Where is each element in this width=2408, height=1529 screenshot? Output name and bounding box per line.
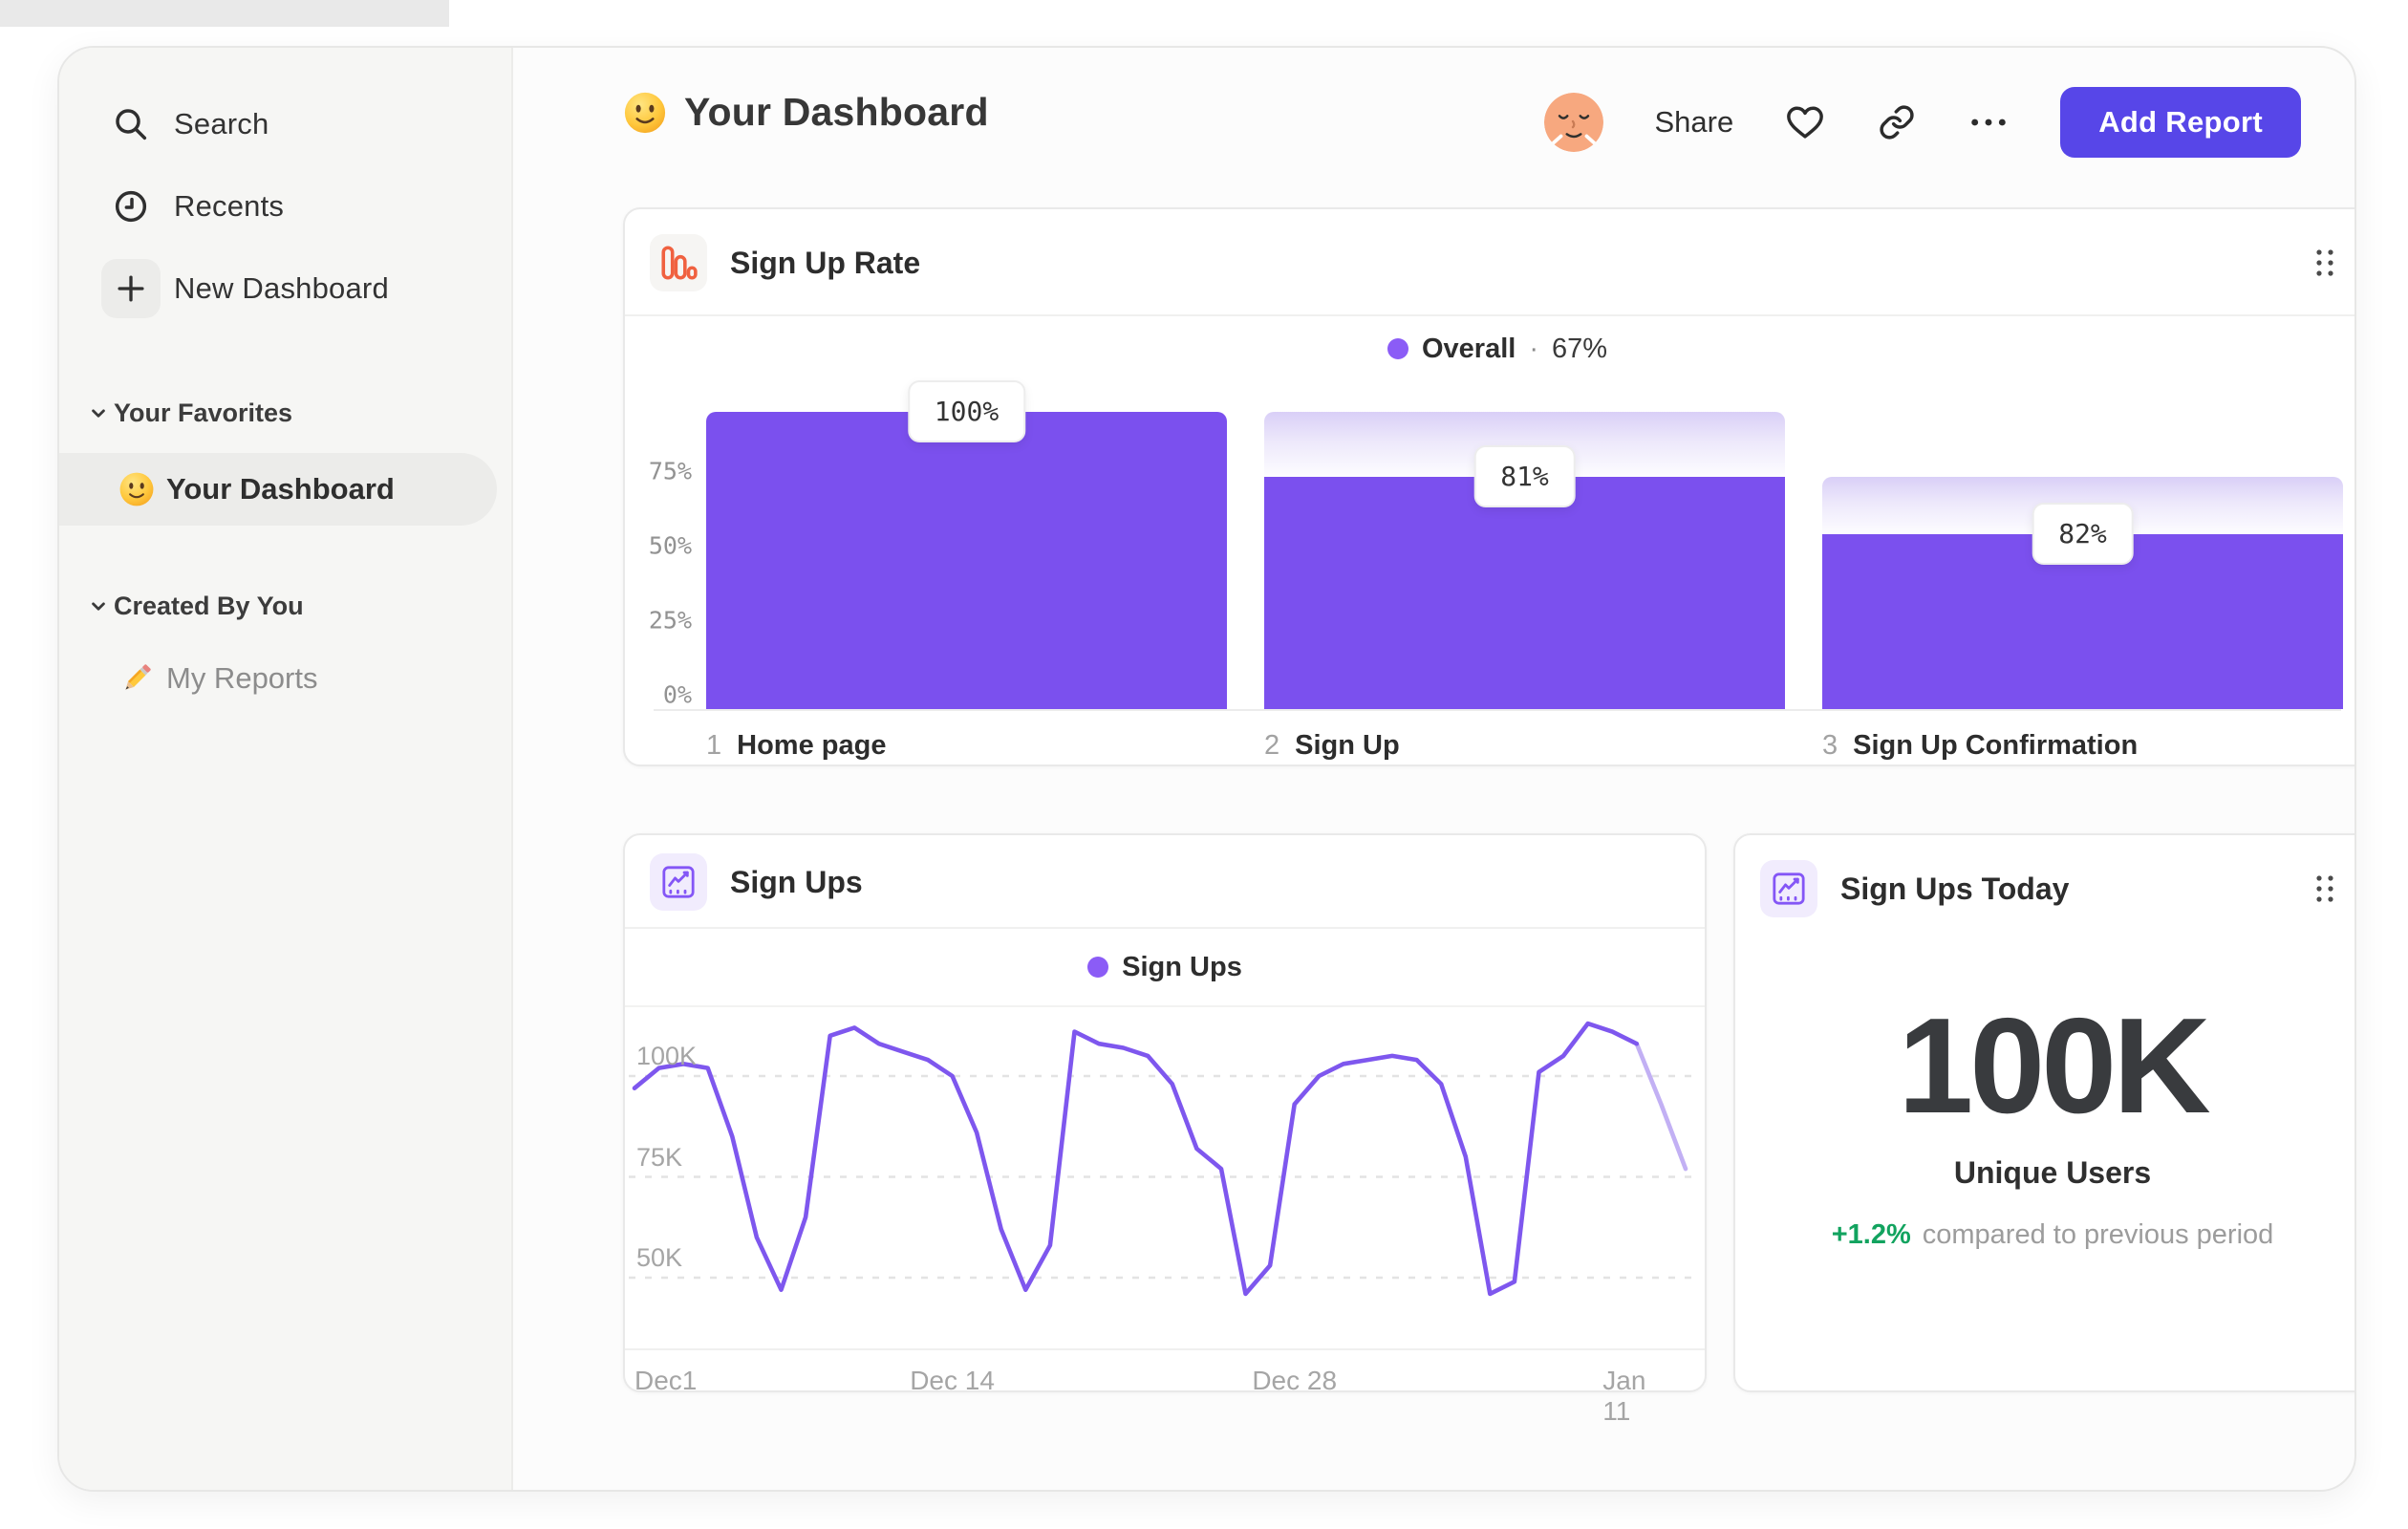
pencil-icon: [118, 660, 155, 697]
sidebar-section-label: Your Favorites: [114, 398, 293, 427]
legend-dot: [1387, 338, 1408, 359]
drag-handle-icon[interactable]: [2312, 248, 2337, 278]
legend-series: Overall: [1421, 333, 1516, 364]
sidebar-section-created-by-you[interactable]: Created By You: [59, 579, 513, 633]
funnel-baseline: [654, 709, 2341, 711]
metric-delta-row: +1.2% compared to previous period: [1735, 1219, 2354, 1251]
line-series[interactable]: [632, 1021, 1640, 1297]
card-header: Sign Ups: [625, 835, 1705, 929]
delta-value: +1.2%: [1831, 1219, 1911, 1250]
plus-icon: [101, 259, 161, 318]
sidebar-section-your-favorites[interactable]: Your Favorites: [59, 386, 513, 440]
header-actions: Share Add Report: [1543, 86, 2301, 159]
funnel-x-label: 2 Sign Up: [1264, 730, 1400, 762]
sidebar-item-my-reports[interactable]: My Reports: [59, 645, 513, 712]
funnel-bar[interactable]: [1264, 477, 1785, 709]
line-plot: [625, 1007, 1705, 1348]
funnel-y-tick: 75%: [648, 457, 692, 485]
sidebar-item-label: Search: [174, 107, 269, 140]
line-legend: Sign Ups: [625, 929, 1705, 1007]
line-y-tick: 50K: [636, 1243, 683, 1272]
delta-context: compared to previous period: [1922, 1219, 2274, 1250]
avatar[interactable]: [1543, 93, 1603, 152]
funnel-legend: Overall · 67%: [625, 328, 2354, 370]
card-header: Sign Ups Today: [1735, 835, 2354, 942]
card-title: Sign Ups Today: [1840, 871, 2070, 906]
app-window: Search Recents New Dashboard: [57, 46, 2356, 1492]
sidebar: Search Recents New Dashboard: [59, 48, 513, 1490]
share-button[interactable]: Share: [1654, 105, 1734, 139]
sidebar-item-label: Recents: [174, 189, 285, 223]
line-chart-icon: [1760, 860, 1817, 917]
funnel-plot: 75% 50% 25% 0% 100% 1 Home page 81% 2 Sign Up 82% 3…: [625, 209, 2354, 764]
line-chart-icon: [650, 853, 707, 911]
funnel-bar-value-tooltip: 100%: [907, 379, 1026, 442]
line-series-incomplete-period[interactable]: [1634, 1041, 1688, 1172]
line-y-tick: 100K: [636, 1042, 698, 1070]
funnel-step-number: 2: [1264, 730, 1280, 761]
funnel-step-number: 3: [1822, 730, 1838, 761]
chevron-down-icon: [86, 593, 111, 618]
legend-dot: [1087, 957, 1109, 978]
funnel-bar-value-tooltip: 82%: [2032, 502, 2134, 565]
funnel-x-label: 1 Home page: [706, 730, 886, 762]
funnel-y-tick: 25%: [648, 606, 692, 635]
funnel-step-name: Sign Up Confirmation: [1853, 730, 2139, 761]
sidebar-item-your-dashboard[interactable]: Your Dashboard: [59, 453, 497, 526]
chevron-down-icon: [86, 400, 111, 425]
legend-value: 67%: [1551, 333, 1608, 364]
funnel-bar[interactable]: [706, 411, 1227, 709]
funnel-step-number: 1: [706, 730, 722, 761]
sidebar-item-label: Your Dashboard: [166, 472, 395, 506]
card-title: Sign Up Rate: [730, 245, 921, 280]
page-title-text: Your Dashboard: [684, 90, 989, 134]
card-header: Sign Up Rate: [625, 209, 2354, 316]
smiley-icon: [623, 91, 667, 135]
copy-link-icon[interactable]: [1877, 102, 1917, 142]
more-options-ellipsis-icon[interactable]: [1968, 102, 2009, 142]
sign-up-rate-card: Sign Up Rate Overall ·: [623, 207, 2354, 766]
line-y-tick: 75K: [636, 1142, 683, 1172]
drag-handle-icon[interactable]: [2312, 873, 2337, 904]
card-title: Sign Ups: [730, 864, 863, 899]
search-icon: [101, 95, 161, 154]
sidebar-item-recents[interactable]: Recents: [59, 165, 513, 248]
sign-ups-today-card: Sign Ups Today 100K Unique Users: [1733, 833, 2354, 1392]
signups-line-svg: [629, 1021, 1701, 1297]
favorite-heart-icon[interactable]: [1785, 102, 1825, 142]
page-title: Your Dashboard: [623, 90, 989, 135]
funnel-bar-value-tooltip: 81%: [1473, 445, 1576, 508]
funnel-y-tick: 50%: [648, 531, 692, 560]
line-x-tick: Dec 14: [910, 1366, 995, 1395]
sidebar-item-label: New Dashboard: [174, 271, 389, 305]
line-x-tick: Jan 11: [1602, 1366, 1646, 1426]
line-x-tick: Dec1: [634, 1366, 698, 1395]
bar-chart-icon: [650, 234, 707, 291]
funnel-x-label: 3 Sign Up Confirmation: [1822, 730, 2138, 762]
smiley-icon: [118, 471, 155, 507]
funnel-y-tick: 0%: [662, 680, 692, 709]
top-strip: [0, 0, 449, 27]
sidebar-section-label: Created By You: [114, 591, 304, 620]
legend-series: Sign Ups: [1122, 951, 1242, 982]
funnel-step-name: Home page: [737, 730, 887, 761]
main-content: Your Dashboard Share: [513, 48, 2354, 1490]
sidebar-item-label: My Reports: [166, 661, 318, 695]
sidebar-item-search[interactable]: Search: [59, 83, 513, 165]
sign-ups-card: Sign Ups Sign Ups 100K 75K 50K Dec1 Dec 14 De…: [623, 833, 1707, 1426]
clock-icon: [101, 177, 161, 236]
metric-value: 100K: [1898, 990, 2210, 1142]
plot-baseline: [625, 1348, 1705, 1350]
funnel-step-name: Sign Up: [1295, 730, 1400, 761]
line-x-tick: Dec 28: [1252, 1366, 1338, 1395]
legend-separator: ·: [1529, 333, 1538, 364]
sidebar-item-new-dashboard[interactable]: New Dashboard: [59, 248, 513, 330]
add-report-button[interactable]: Add Report: [2060, 87, 2301, 158]
metric-label: Unique Users: [1953, 1155, 2152, 1190]
